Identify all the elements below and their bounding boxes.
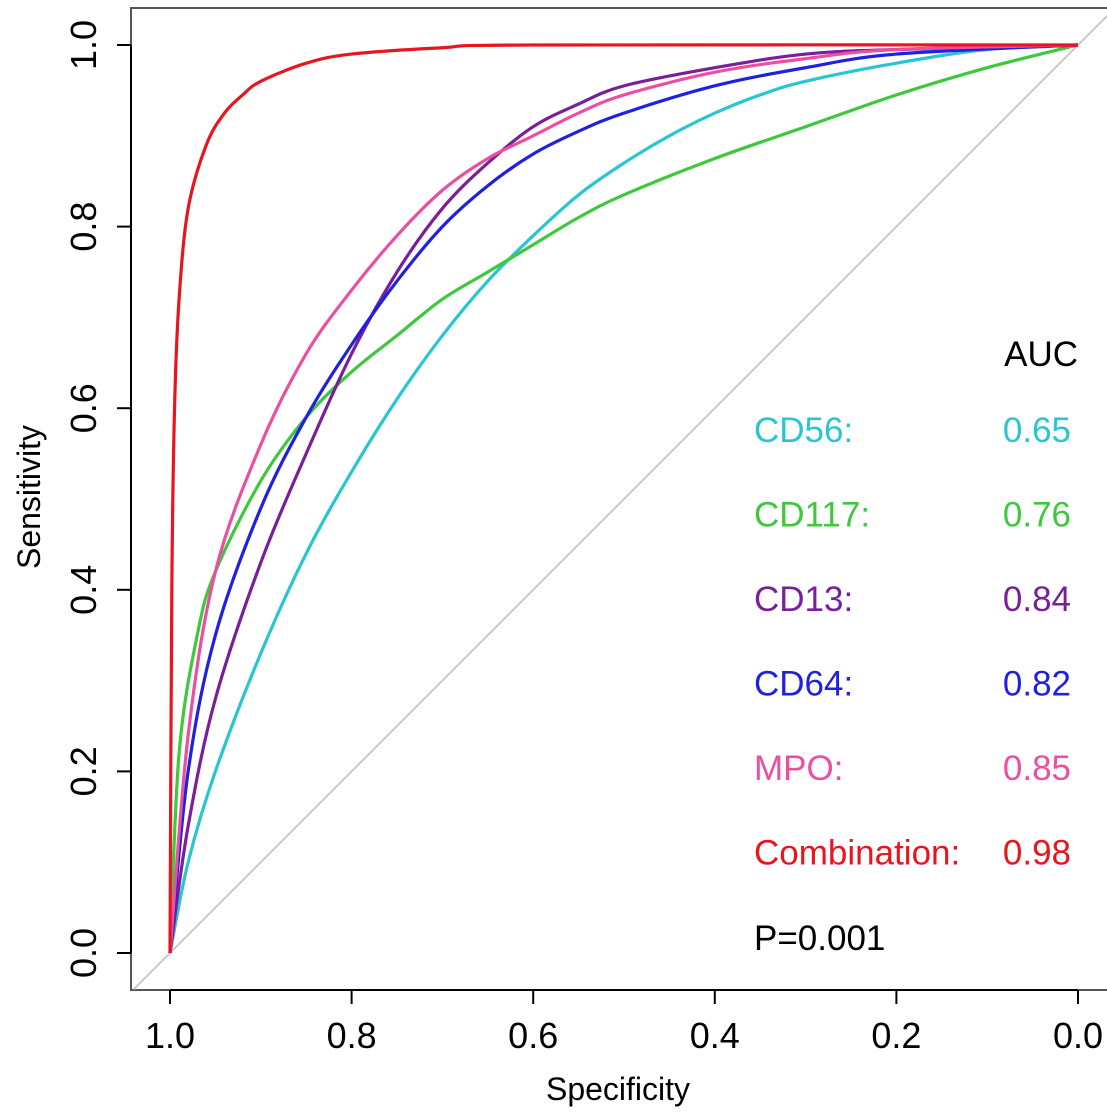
p-value-annotation: P=0.001 — [754, 919, 885, 958]
y-axis: 0.0 0.2 0.4 0.6 0.8 1.0 — [63, 20, 132, 978]
series-line-cd117 — [168, 43, 1079, 954]
y-tick-label: 1.0 — [63, 20, 104, 70]
legend-header: AUC — [1004, 335, 1078, 374]
legend-label-cd13: CD13: — [754, 580, 853, 619]
series-layer — [168, 43, 1079, 954]
series-line-cd13 — [168, 43, 1079, 954]
legend-auc-cd56: 0.65 — [1003, 411, 1071, 450]
x-tick-label: 0.6 — [508, 1015, 558, 1056]
series-line-combination — [168, 43, 1079, 954]
legend-label-cd56: CD56: — [754, 411, 853, 450]
x-tick-label: 0.4 — [690, 1015, 740, 1056]
series-line-cd64 — [168, 43, 1079, 954]
y-tick-label: 0.6 — [63, 383, 104, 433]
y-tick-label: 0.8 — [63, 202, 104, 252]
x-axis: 1.0 0.8 0.6 0.4 0.2 0.0 — [145, 989, 1103, 1056]
legend-label-combination: Combination: — [754, 834, 960, 873]
legend-label-cd64: CD64: — [754, 665, 853, 704]
diagonal-reference-line — [132, 14, 1107, 991]
y-tick-label: 0.0 — [63, 928, 104, 978]
legend-label-cd117: CD117: — [754, 496, 870, 535]
legend-auc-mpo: 0.85 — [1003, 749, 1071, 788]
legend-auc-cd64: 0.82 — [1003, 665, 1071, 704]
y-tick-label: 0.4 — [63, 565, 104, 615]
legend-auc-cd117: 0.76 — [1003, 496, 1071, 535]
series-line-mpo — [168, 43, 1079, 954]
legend-auc-combination: 0.98 — [1003, 834, 1071, 873]
x-tick-label: 0.2 — [871, 1015, 921, 1056]
legend-auc-cd13: 0.84 — [1003, 580, 1071, 619]
y-tick-label: 0.2 — [63, 746, 104, 796]
legend-label-mpo: MPO: — [754, 749, 843, 788]
x-tick-label: 0.8 — [327, 1015, 377, 1056]
x-tick-label: 0.0 — [1053, 1015, 1103, 1056]
x-tick-label: 1.0 — [145, 1015, 195, 1056]
x-axis-title: Specificity — [546, 1071, 690, 1107]
legend: AUC P=0.001 CD56: 0.65 CD117: 0.76 CD13: 0.84… — [754, 335, 1078, 958]
y-axis-title: Sensitivity — [11, 425, 47, 569]
plot-area — [130, 7, 1107, 991]
